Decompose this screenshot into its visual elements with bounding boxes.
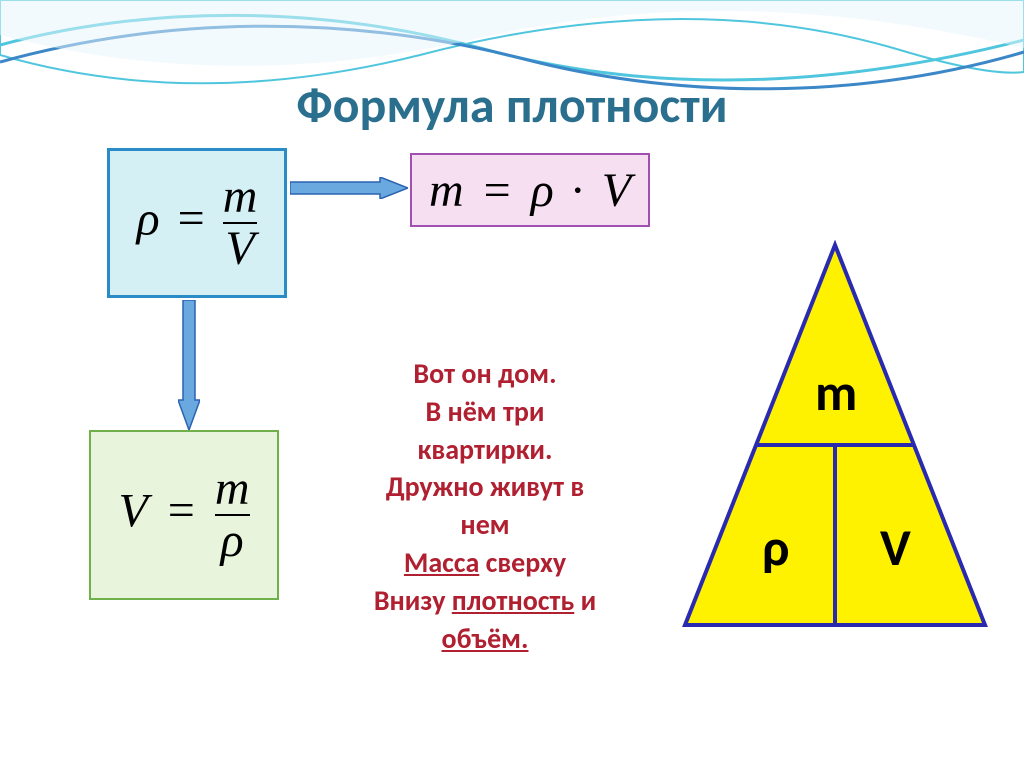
sym-v-2: V xyxy=(602,164,631,217)
numerator-m-2: m xyxy=(215,464,250,514)
triangle-top-m: m xyxy=(815,360,857,424)
formula-volume: V = m ρ xyxy=(118,464,249,567)
eq-sign-3: = xyxy=(160,484,203,537)
poem-line-2: В нём три xyxy=(300,393,670,431)
formula-box-density: ρ = m V xyxy=(107,148,287,298)
sym-rho: ρ xyxy=(137,192,160,245)
formula-box-volume: V = m ρ xyxy=(89,430,279,600)
page-title: Формула плотности xyxy=(0,75,1024,136)
formula-density: ρ = m V xyxy=(137,172,258,275)
dot-op: · xyxy=(566,164,590,217)
triangle-left-rho: ρ xyxy=(762,515,790,579)
sym-rho-2: ρ xyxy=(531,164,554,217)
numerator-m: m xyxy=(223,172,258,222)
denominator-v: V xyxy=(223,222,258,274)
poem-mass: Масса xyxy=(404,545,479,580)
poem-volume: объём. xyxy=(442,621,529,656)
poem-line-5: нем xyxy=(300,506,670,544)
poem-line-6: Масса сверху xyxy=(300,544,670,582)
arrow-down-icon xyxy=(178,300,200,430)
sym-v: V xyxy=(118,484,147,537)
poem-line-4: Дружно живут в xyxy=(300,468,670,506)
triangle-right-v: V xyxy=(880,515,911,579)
poem-line-7: Внизу плотность и xyxy=(300,582,670,620)
denominator-rho: ρ xyxy=(215,514,250,566)
poem-density: плотность xyxy=(452,583,574,618)
poem-line-1: Вот он дом. xyxy=(300,355,670,393)
formula-mass: m = ρ · V xyxy=(429,163,631,218)
arrow-right-icon xyxy=(290,177,408,199)
sym-m: m xyxy=(429,164,464,217)
formula-triangle: m ρ V xyxy=(670,240,1000,635)
eq-sign: = xyxy=(172,192,211,245)
formula-box-mass: m = ρ · V xyxy=(410,153,650,227)
mnemonic-poem: Вот он дом. В нём три квартирки. Дружно … xyxy=(300,355,670,657)
poem-line-3: квартирки. xyxy=(300,431,670,469)
poem-line-8: объём. xyxy=(300,620,670,658)
eq-sign-2: = xyxy=(476,164,519,217)
